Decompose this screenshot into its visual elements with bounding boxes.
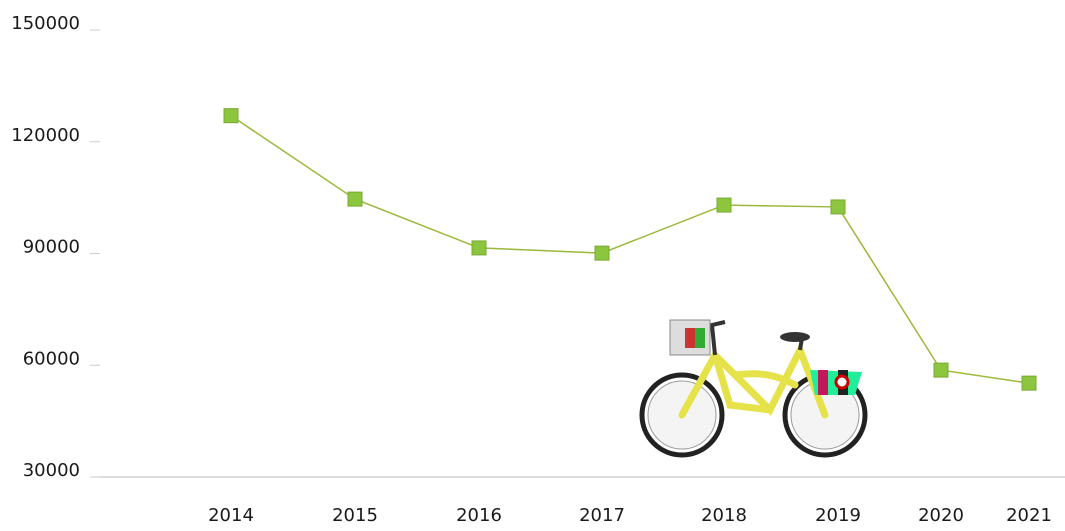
x-tick-label: 2018 (701, 505, 747, 526)
data-point (224, 109, 238, 123)
chart: 30000 60000 90000 120000 150000 2014 2015 2016 2… (0, 0, 1065, 531)
y-tick-label: 30000 (23, 460, 80, 481)
y-tick-label: 90000 (23, 237, 80, 258)
data-point (348, 192, 362, 206)
x-tick-label: 2017 (579, 505, 625, 526)
y-tick-label: 150000 (11, 13, 80, 34)
data-point (1022, 376, 1036, 390)
x-tick-label: 2014 (208, 505, 254, 526)
data-point (595, 246, 609, 260)
data-point (831, 200, 845, 214)
data-point (717, 198, 731, 212)
x-tick-label: 2019 (815, 505, 861, 526)
y-tick-label: 120000 (11, 125, 80, 146)
x-tick-label: 2015 (332, 505, 378, 526)
data-point (934, 363, 948, 377)
bicycle-illustration (642, 320, 865, 455)
data-point (472, 241, 486, 255)
x-tick-label: 2021 (1006, 505, 1052, 526)
x-tick-label: 2016 (456, 505, 502, 526)
y-tick-label: 60000 (23, 348, 80, 369)
x-tick-label: 2020 (918, 505, 964, 526)
series-line (231, 116, 1029, 383)
